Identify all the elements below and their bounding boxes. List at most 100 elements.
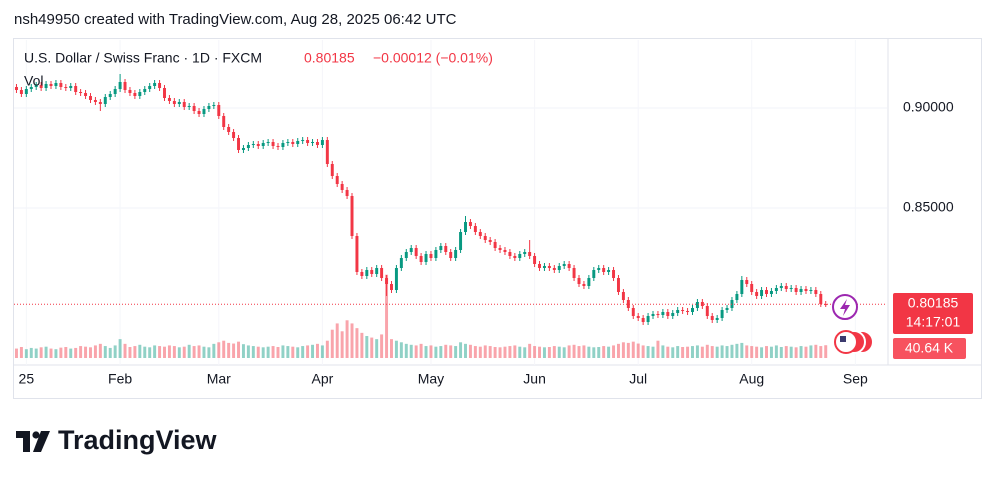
volume-bar [182, 346, 186, 358]
volume-bar [390, 339, 393, 358]
candle-body [172, 101, 176, 104]
volume-bar [695, 345, 699, 358]
volume-bar [320, 345, 324, 358]
volume-bar [237, 341, 240, 358]
candle-body [562, 264, 566, 266]
candle-body [281, 143, 285, 147]
volume-bar [177, 347, 181, 358]
candle-body [528, 252, 532, 256]
candle-body [784, 286, 788, 289]
volume-bar [597, 347, 601, 358]
volume-bar [538, 346, 542, 358]
volume-bar [804, 346, 808, 358]
volume-title: Vol [24, 73, 43, 89]
candle-body [306, 140, 310, 143]
volume-bar [409, 344, 413, 358]
volume-bar [577, 346, 581, 358]
volume-bar [779, 347, 783, 358]
candle-body [192, 106, 196, 111]
candle-body [602, 268, 606, 272]
volume-bar [656, 340, 660, 358]
volume-bar [705, 344, 709, 358]
volume-bar [607, 346, 611, 358]
candle-body [44, 84, 48, 88]
volume-bar [172, 346, 176, 358]
volume-bar [296, 347, 300, 358]
x-tick-label: May [418, 371, 444, 387]
candle-body [34, 85, 38, 87]
candle-body [740, 280, 744, 294]
candle-body [14, 87, 18, 90]
candle-body [612, 270, 616, 278]
candle-body [636, 316, 640, 318]
volume-bar [286, 346, 290, 358]
volume-bar [769, 346, 773, 358]
volume-bar [478, 346, 482, 358]
volume-bar [567, 345, 571, 358]
volume-bar [587, 346, 591, 358]
candle-body [607, 270, 611, 272]
candle-body [394, 268, 398, 290]
candle-body [769, 291, 773, 294]
volume-bar [814, 344, 818, 358]
volume-bar [19, 347, 23, 358]
volume-bar [276, 347, 280, 358]
volume-bar [760, 347, 764, 358]
candle-body [542, 266, 546, 268]
volume-bar [592, 347, 596, 358]
candle-body [241, 148, 245, 150]
candle-body [681, 310, 685, 311]
candle-body [365, 270, 369, 276]
volume-bar [740, 342, 744, 358]
candle-body [335, 176, 339, 184]
volume-bar [725, 346, 729, 358]
volume-bar [562, 347, 566, 358]
volume-bar [646, 346, 650, 358]
volume-bar [98, 343, 102, 358]
candle-body [449, 252, 453, 258]
candle-body [779, 286, 783, 288]
candle-body [735, 294, 739, 300]
candle-body [330, 164, 334, 176]
volume-bar [666, 346, 670, 358]
candle-body [508, 252, 512, 256]
candle-body [631, 308, 635, 316]
x-tick-label: 25 [19, 371, 35, 387]
volume-bar [350, 323, 354, 358]
volume-bar [547, 347, 551, 358]
candle-body [671, 313, 675, 316]
x-tick-label: Aug [739, 371, 764, 387]
volume-bar [730, 344, 734, 358]
volume-bar [202, 346, 206, 358]
candle-body [266, 142, 270, 143]
candle-body [19, 90, 23, 94]
candle-body [360, 272, 364, 276]
volume-bar [59, 347, 63, 358]
volume-bar [138, 344, 142, 358]
candle-body [641, 318, 645, 322]
volume-bar [158, 346, 162, 358]
volume-bar [651, 346, 655, 358]
volume-bar [681, 347, 685, 358]
candle-body [488, 240, 492, 242]
volume-bar [266, 346, 270, 358]
candle-body [621, 292, 625, 300]
volume-bar [513, 345, 517, 358]
candle-body [153, 83, 157, 86]
volume-bar [439, 346, 443, 358]
volume-bar [118, 339, 122, 358]
volume-bar [207, 347, 211, 358]
candle-body [202, 109, 206, 114]
candle-body [187, 106, 191, 107]
candle-body [774, 288, 778, 291]
candle-body [804, 289, 808, 291]
candle-body [98, 102, 102, 104]
chart-frame [13, 38, 982, 399]
candle-body [794, 288, 798, 292]
candle-body [79, 92, 83, 93]
volume-bar [89, 347, 92, 358]
candle-body [286, 142, 290, 143]
candle-body [118, 82, 122, 89]
candle-body [409, 248, 413, 252]
volume-bar [789, 346, 793, 358]
